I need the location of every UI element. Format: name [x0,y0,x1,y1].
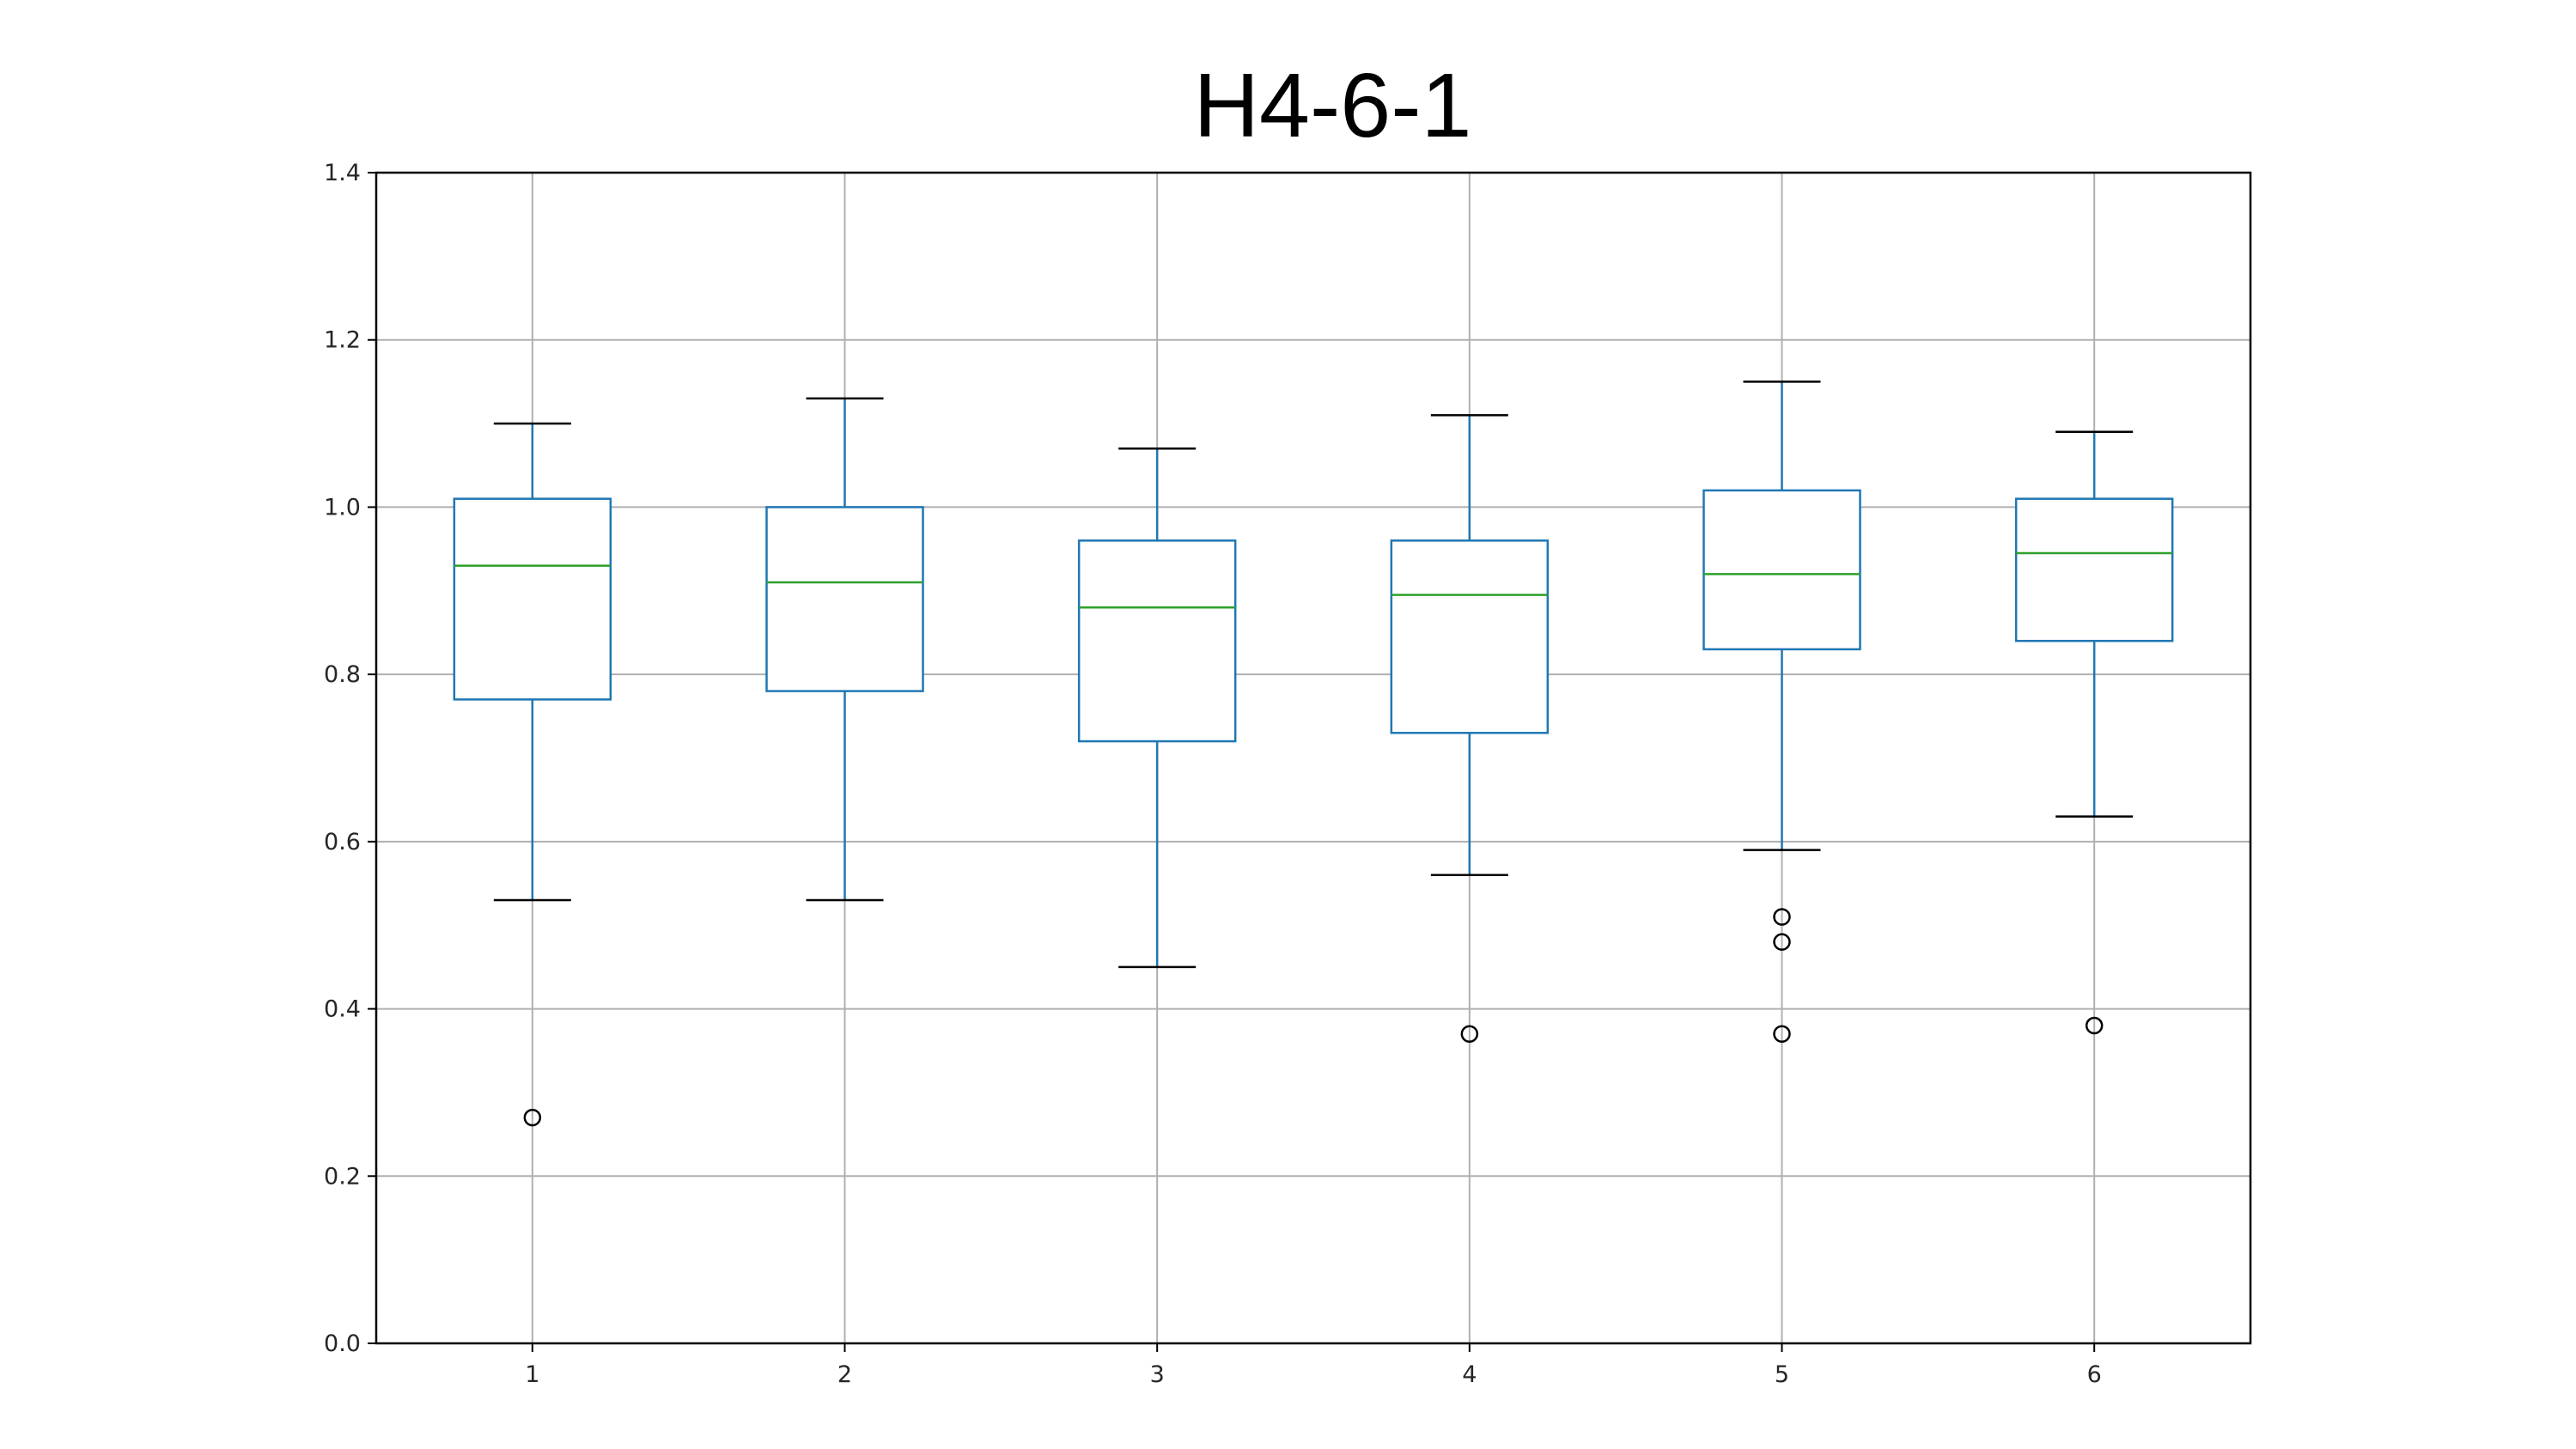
y-tick-label: 1.4 [324,160,361,186]
axis-ticks: 0.0 0.2 0.4 0.6 0.8 1.0 1.2 1.4 1 2 3 4 5 6 [324,160,2102,1388]
boxes [453,381,2174,1127]
x-tick-label: 2 [837,1361,852,1388]
x-tick-label: 6 [2087,1361,2102,1388]
x-tick-label: 5 [1775,1361,1789,1388]
outlier-point [1773,933,1791,951]
box-group-4 [1390,414,1550,1044]
box-group-2 [765,397,924,902]
box-group-5 [1702,381,1861,1044]
outlier-point [1460,1025,1479,1044]
y-tick-label: 0.4 [324,996,361,1023]
outlier-point [2085,1016,2104,1035]
iqr-box [1390,539,1550,734]
x-tick-label: 3 [1150,1361,1165,1388]
iqr-box [765,506,924,692]
y-tick-label: 0.8 [324,661,361,688]
plot-frame [375,171,2252,1345]
x-tick-label: 4 [1462,1361,1477,1388]
chart-title: H4-6-1 [1193,55,1472,156]
iqr-box [1702,489,1861,651]
y-tick-label: 0.0 [324,1330,361,1357]
iqr-box [453,497,612,701]
y-tick-label: 1.0 [324,494,361,521]
box-group-3 [1077,447,1237,969]
grid-lines [376,172,2250,1344]
outlier-point [523,1108,542,1127]
iqr-box [2014,497,2174,642]
box-group-1 [453,422,612,1127]
y-tick-label: 0.2 [324,1163,361,1190]
box-group-6 [2014,430,2174,1035]
outlier-point [1773,1025,1791,1044]
outlier-point [1773,908,1791,926]
y-tick-label: 0.6 [324,829,361,855]
iqr-box [1077,539,1237,743]
x-tick-label: 1 [525,1361,539,1388]
y-tick-label: 1.2 [324,327,361,354]
